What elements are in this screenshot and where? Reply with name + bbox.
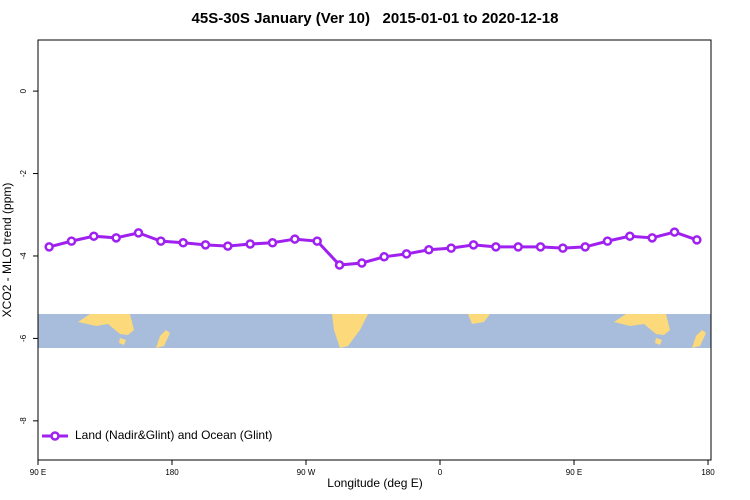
data-point [357,258,367,268]
data-point [468,240,479,250]
data-point [334,260,345,270]
data-point [44,242,54,252]
x-tick-label: 90 E [30,468,46,477]
data-point [446,243,456,253]
data-point [647,233,657,243]
x-tick-label: 0 [438,468,443,477]
y-tick-label: -8 [19,417,28,425]
data-point [267,238,278,248]
data-point [535,242,546,252]
map-band [38,314,711,348]
y-tick-label: -6 [19,334,28,342]
y-tick-label: -4 [19,252,28,260]
data-point [133,228,144,238]
series-line [48,230,698,267]
data-point [491,242,501,252]
data-point [200,240,211,250]
data-point [89,231,99,241]
x-tick-label: 180 [701,468,715,477]
data-point [625,231,635,241]
data-point [602,236,613,246]
data-point [669,227,680,237]
x-tick-label: 90 W [297,468,316,477]
data-point [401,249,412,259]
data-point [558,243,568,253]
y-axis-label: XCO2 - MLO trend (ppm) [0,183,14,318]
x-tick-label: 180 [165,468,179,477]
data-point [66,236,77,246]
data-point [223,241,233,251]
data-point [245,239,255,249]
y-tick-label: -2 [19,169,28,177]
data-point [379,252,389,262]
x-tick-label: 90 E [566,468,582,477]
x-axis-label: Longitude (deg E) [327,476,422,490]
data-point [692,235,702,245]
legend-label: Land (Nadir&Glint) and Ocean (Glint) [75,428,272,442]
data-point [290,234,300,244]
data-point [580,242,590,252]
data-point [156,236,166,246]
data-point [424,245,434,255]
data-point [178,238,188,248]
plot-frame [37,39,712,461]
data-point [312,236,322,246]
data-point [513,242,523,252]
data-point [111,233,121,243]
chart-title: 45S-30S January (Ver 10) 2015-01-01 to 2… [192,10,559,27]
y-tick-label: 0 [19,88,28,93]
legend-marker [50,431,60,441]
